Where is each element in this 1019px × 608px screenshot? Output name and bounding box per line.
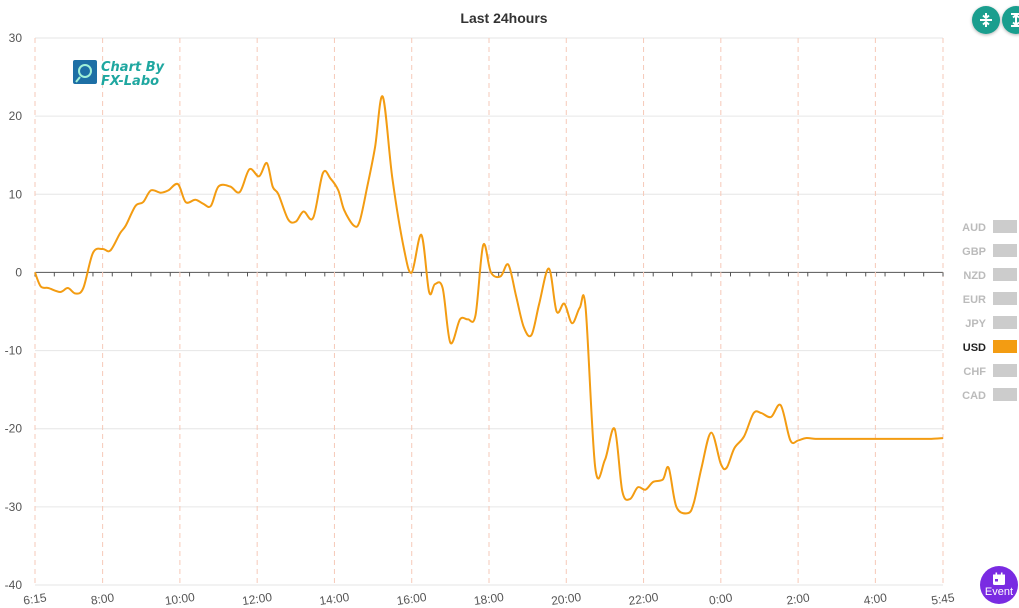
legend-swatch: [993, 220, 1017, 233]
y-tick-label: 10: [9, 187, 23, 201]
y-tick-label: -40: [5, 578, 23, 592]
legend-label: NZD: [963, 270, 986, 282]
vertical-grid: [34, 38, 944, 585]
brand-logo: Chart By FX-Labo: [73, 60, 165, 89]
legend-label: CAD: [962, 390, 986, 402]
x-tick-label: 0:00: [708, 590, 733, 607]
event-button-label: Event: [984, 586, 1014, 598]
x-tick-label: 10:00: [164, 590, 196, 608]
legend-swatch: [993, 316, 1017, 329]
legend-swatch: [993, 364, 1017, 377]
event-button[interactable]: Event: [980, 566, 1018, 604]
legend-item-nzd[interactable]: NZD: [963, 268, 1017, 282]
x-tick-label: 18:00: [473, 590, 505, 608]
x-tick-label: 6:15: [22, 590, 47, 607]
legend-swatch: [993, 340, 1017, 353]
legend-label: AUD: [962, 222, 986, 234]
legend-swatch: [993, 388, 1017, 401]
x-axis: 6:15 8:00 10:00 12:00 14:00 16:00 18:00 20:00 22…: [22, 272, 956, 608]
legend-item-chf[interactable]: CHF: [963, 364, 1017, 378]
legend-label: USD: [963, 342, 986, 354]
chart-title: Last 24hours: [460, 10, 547, 26]
legend[interactable]: AUD GBP NZD EUR JPY USD CHF CAD: [962, 220, 1017, 402]
x-tick-label: 5:45: [930, 590, 955, 607]
y-tick-label: 0: [15, 265, 22, 279]
legend-swatch: [993, 244, 1017, 257]
x-tick-label: 14:00: [318, 590, 350, 608]
series-line-usd: [34, 95, 944, 515]
brand-text-line1: Chart By: [101, 60, 165, 75]
x-tick-label: 12:00: [241, 590, 273, 608]
calendar-icon: [993, 572, 1005, 585]
y-tick-label: 30: [9, 31, 23, 45]
expand-vertical-icon: [1011, 13, 1019, 27]
legend-label: EUR: [963, 294, 986, 306]
x-tick-label: 22:00: [628, 590, 660, 608]
series-layer: [34, 95, 944, 515]
legend-item-gbp[interactable]: GBP: [962, 244, 1017, 258]
y-tick-label: -10: [5, 344, 23, 358]
x-tick-label: 2:00: [785, 590, 810, 607]
legend-item-eur[interactable]: EUR: [963, 292, 1017, 306]
legend-label: GBP: [962, 246, 986, 258]
y-tick-label: -20: [5, 422, 23, 436]
legend-item-usd[interactable]: USD: [963, 340, 1017, 354]
y-tick-label: 20: [9, 109, 23, 123]
legend-item-jpy[interactable]: JPY: [965, 316, 1017, 330]
legend-swatch: [993, 268, 1017, 281]
x-tick-label: 16:00: [396, 590, 428, 608]
x-tick-label: 20:00: [550, 590, 582, 608]
legend-item-cad[interactable]: CAD: [962, 388, 1017, 402]
brand-text-line2: FX-Labo: [101, 74, 159, 89]
collapse-vertical-icon: [980, 13, 992, 27]
collapse-button[interactable]: [972, 6, 1000, 34]
x-tick-label: 4:00: [863, 590, 888, 607]
legend-item-aud[interactable]: AUD: [962, 220, 1017, 234]
y-axis: 30 20 10 0 -10 -20 -30 -40: [5, 31, 23, 592]
x-tick-label: 8:00: [90, 590, 115, 607]
expand-button[interactable]: [1002, 6, 1019, 34]
y-tick-label: -30: [5, 500, 23, 514]
legend-swatch: [993, 292, 1017, 305]
legend-label: CHF: [963, 366, 986, 378]
legend-label: JPY: [965, 318, 986, 330]
